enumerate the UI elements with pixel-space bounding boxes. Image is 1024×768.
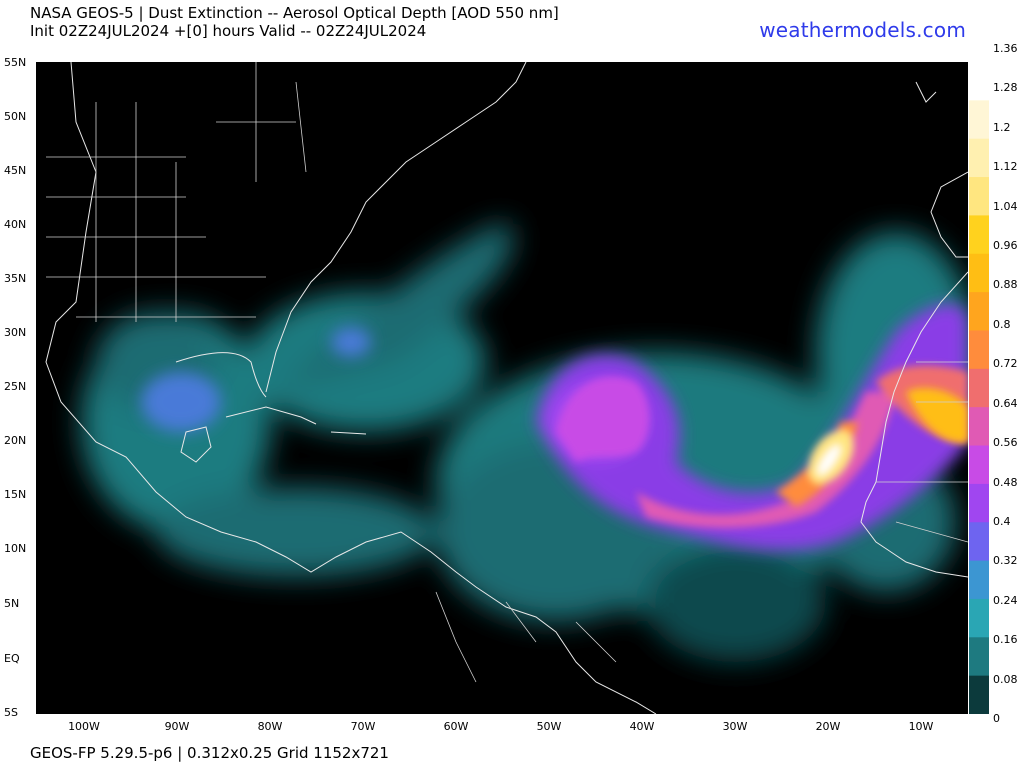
coastlines <box>45 62 968 714</box>
colorbar-label: 0.72 <box>993 357 1018 371</box>
colorbar-step <box>969 330 989 370</box>
colorbar-label: 1.12 <box>993 160 1018 174</box>
lat-label-15n: 15N <box>4 488 27 501</box>
lon-label-40w: 40W <box>629 720 655 733</box>
colorbar-label: 1.2 <box>993 120 1011 134</box>
dust-aod-map[interactable] <box>36 62 968 714</box>
lat-label-25n: 25N <box>4 380 27 393</box>
lat-label-5s: 5S <box>4 706 18 719</box>
colorbar-step <box>969 560 989 600</box>
colorbar-step <box>969 522 989 562</box>
lon-label-70w: 70W <box>350 720 376 733</box>
lon-label-10w: 10W <box>908 720 934 733</box>
colorbar-label: 0.64 <box>993 396 1018 410</box>
colorbar-step <box>969 598 989 638</box>
colorbar-step <box>969 675 989 714</box>
colorbar-step <box>969 407 989 447</box>
colorbar-label: 0.4 <box>993 514 1011 528</box>
lat-label-5n: 5N <box>4 597 20 610</box>
colorbar-label: 1.04 <box>993 199 1018 213</box>
colorbar-label: 0.96 <box>993 239 1018 253</box>
lat-label-eq: EQ <box>4 652 20 665</box>
colorbar-step <box>969 138 989 178</box>
lon-label-30w: 30W <box>722 720 748 733</box>
colorbar-step <box>969 637 989 677</box>
lon-label-50w: 50W <box>536 720 562 733</box>
lon-label-100w: 100W <box>68 720 100 733</box>
map-title: NASA GEOS-5 | Dust Extinction -- Aerosol… <box>30 4 559 22</box>
lon-label-90w: 90W <box>164 720 190 733</box>
political-borders <box>46 62 968 683</box>
colorbar-label: 0.56 <box>993 436 1018 450</box>
colorbar-step <box>969 292 989 331</box>
lon-label-80w: 80W <box>257 720 283 733</box>
lat-label-55n: 55N <box>4 56 27 69</box>
colorbar-step <box>969 62 989 101</box>
brand-link[interactable]: weathermodels.com <box>759 18 966 42</box>
colorbar-label: 0 <box>993 712 1000 725</box>
colorbar-step <box>969 215 989 255</box>
colorbar-label: 0.24 <box>993 593 1018 607</box>
lat-label-30n: 30N <box>4 326 27 339</box>
lat-label-20n: 20N <box>4 434 27 447</box>
lat-label-10n: 10N <box>4 542 27 555</box>
colorbar-label: 1.36 <box>993 42 1018 55</box>
lat-label-50n: 50N <box>4 110 27 123</box>
colorbar-step <box>969 483 989 523</box>
lat-label-35n: 35N <box>4 272 27 285</box>
lat-label-40n: 40N <box>4 218 27 231</box>
colorbar-step <box>969 445 989 485</box>
lon-label-60w: 60W <box>443 720 469 733</box>
colorbar-label: 0.32 <box>993 554 1018 568</box>
colorbar-label: 1.28 <box>993 81 1018 95</box>
lat-label-45n: 45N <box>4 164 27 177</box>
colorbar-label: 0.88 <box>993 278 1018 292</box>
model-info-footer: GEOS-FP 5.29.5-p6 | 0.312x0.25 Grid 1152… <box>30 744 389 762</box>
colorbar-step <box>969 177 989 216</box>
colorbar-label: 0.16 <box>993 633 1018 647</box>
colorbar-step <box>969 368 989 408</box>
colorbar-label: 0.48 <box>993 475 1018 489</box>
colorbar-label: 0.08 <box>993 672 1018 686</box>
title-block: NASA GEOS-5 | Dust Extinction -- Aerosol… <box>30 4 559 40</box>
map-subtitle: Init 02Z24JUL2024 +[0] hours Valid -- 02… <box>30 22 427 40</box>
map-canvas <box>36 62 968 714</box>
colorbar-step <box>969 253 989 293</box>
colorbar <box>969 62 989 714</box>
colorbar-step <box>969 100 989 140</box>
lon-label-20w: 20W <box>815 720 841 733</box>
colorbar-label: 0.8 <box>993 317 1011 331</box>
dust-low-layer <box>81 222 968 662</box>
